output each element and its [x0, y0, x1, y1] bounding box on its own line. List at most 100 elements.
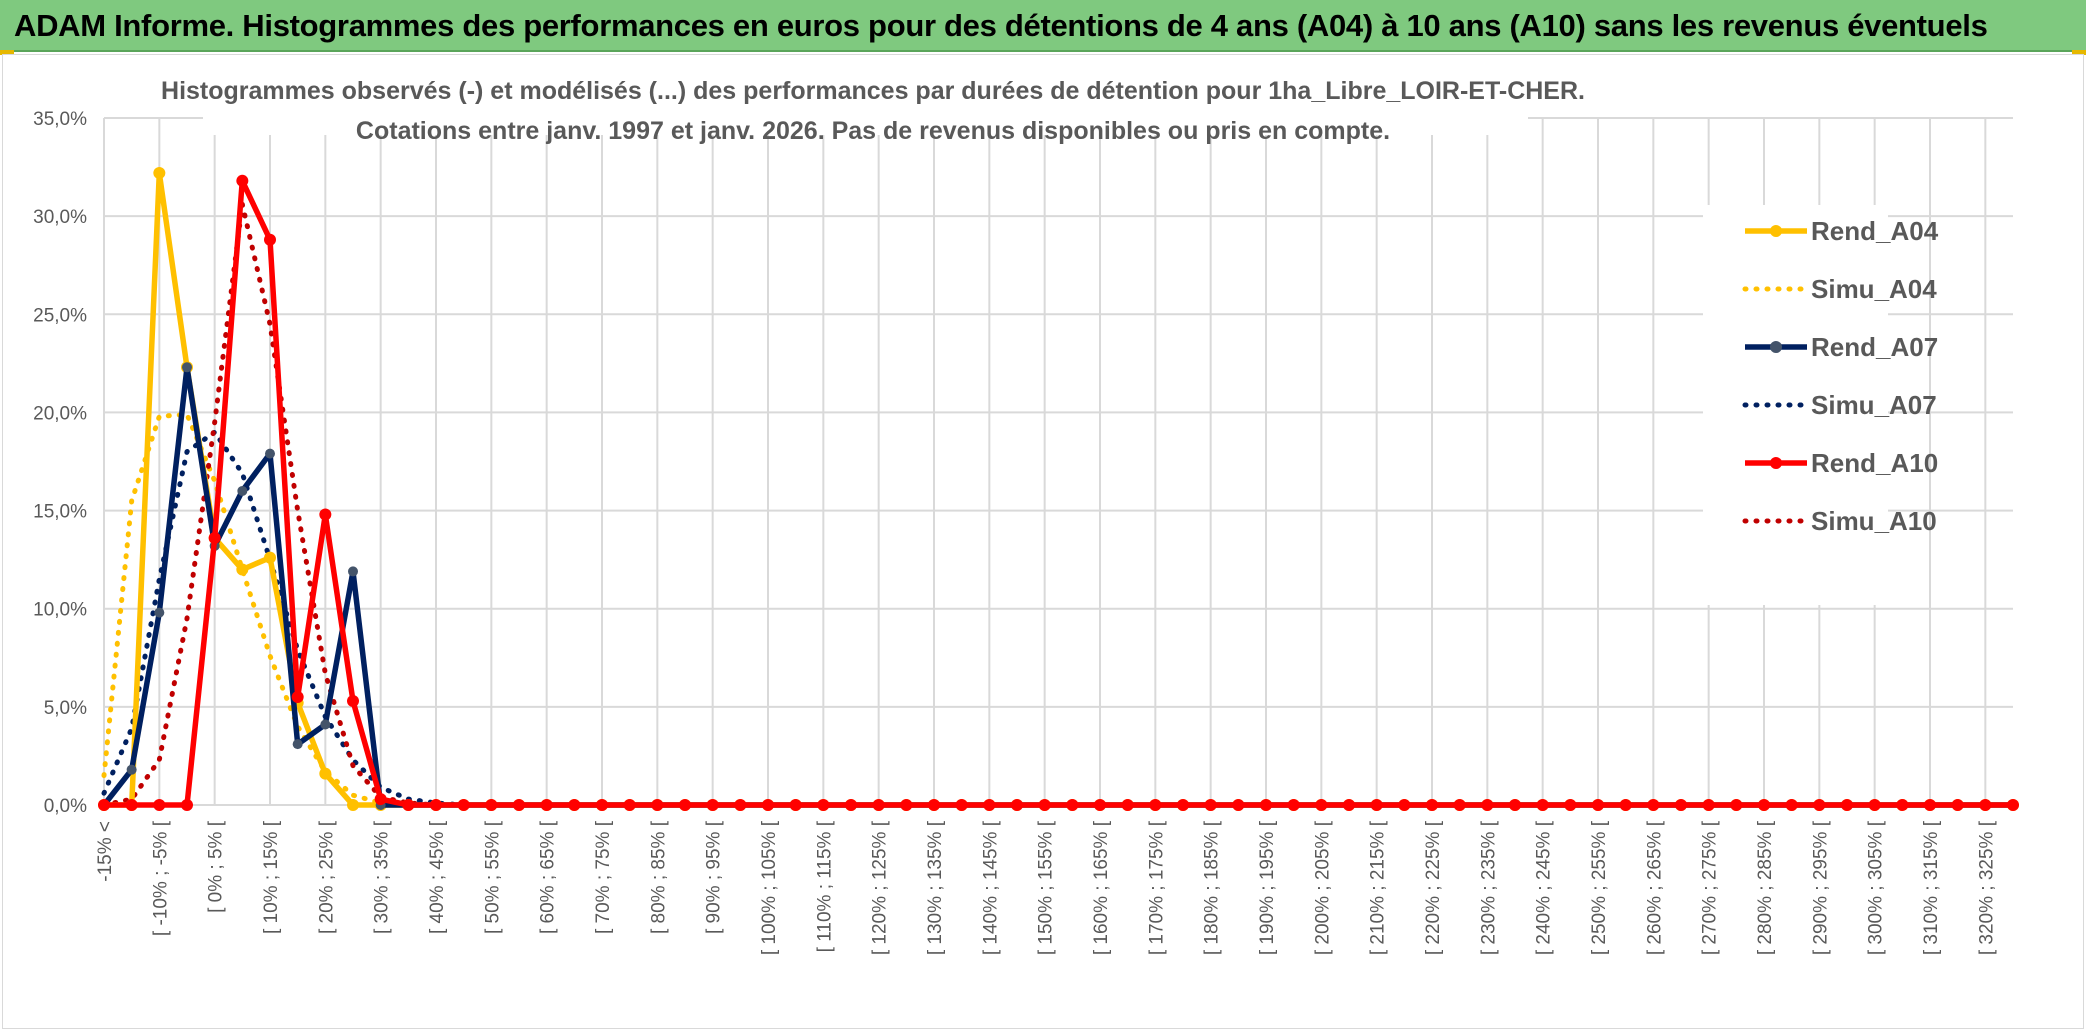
data-point-rend_a10 [1232, 799, 1245, 811]
data-point-rend_a10 [1896, 799, 1909, 811]
data-point-rend_a10 [872, 799, 885, 811]
data-point-rend_a10 [98, 799, 110, 811]
data-point-rend_a10 [402, 799, 415, 811]
data-point-rend_a10 [1868, 799, 1881, 811]
data-point-rend_a10 [623, 799, 636, 811]
y-tick-label: 0,0% [44, 796, 87, 817]
x-tick-label: [ 180% ; 185% [ [1202, 820, 1223, 955]
data-point-rend_a10 [1121, 799, 1134, 811]
data-point-rend_a10 [1011, 799, 1023, 811]
x-tick-label: [ 130% ; 135% [ [925, 820, 946, 955]
x-tick-label: [ 120% ; 125% [ [870, 820, 891, 955]
data-point-rend_a10 [181, 799, 193, 811]
data-point-rend_a07 [320, 719, 331, 730]
y-tick-label: 5,0% [44, 698, 87, 719]
data-point-rend_a10 [1149, 799, 1162, 811]
x-tick-label: [ 210% ; 215% [ [1368, 820, 1389, 955]
left-corner-accent [0, 50, 14, 55]
data-point-rend_a10 [1066, 799, 1079, 811]
y-tick-label: 20,0% [33, 403, 87, 424]
x-tick-label: [ 160% ; 165% [ [1091, 820, 1112, 955]
data-point-rend_a10 [2007, 799, 2019, 811]
data-point-rend_a10 [1260, 799, 1272, 811]
data-point-rend_a10 [1564, 799, 1577, 811]
chart-title: Histogrammes observés (-) et modélisés (… [161, 77, 1585, 105]
data-point-rend_a10 [1951, 799, 1964, 811]
data-point-rend_a10 [1675, 799, 1687, 811]
data-point-rend_a10 [596, 799, 608, 811]
data-point-rend_a10 [651, 799, 664, 811]
data-point-rend_a04 [236, 563, 249, 576]
data-point-rend_a10 [1813, 799, 1826, 811]
data-point-rend_a07 [265, 448, 275, 459]
x-tick-label: [ 30% ; 35% [ [372, 820, 393, 934]
data-point-rend_a10 [347, 694, 359, 707]
chart-subtitle: Cotations entre janv. 1997 et janv. 2026… [356, 117, 1390, 145]
x-tick-label: [ 140% ; 145% [ [980, 820, 1001, 955]
data-point-rend_a07 [292, 739, 303, 750]
data-point-rend_a10 [1841, 799, 1853, 811]
x-tick-label: [ 270% ; 275% [ [1700, 820, 1721, 955]
x-tick-label: [ 50% ; 55% [ [482, 820, 503, 934]
series-lines [98, 166, 2019, 811]
data-point-rend_a10 [430, 799, 442, 811]
data-point-rend_a10 [1038, 799, 1051, 811]
data-point-rend_a07 [348, 566, 358, 577]
x-tick-label: [ 310% ; 315% [ [1921, 820, 1942, 955]
data-point-rend_a10 [845, 799, 857, 811]
x-tick-label: [ 250% ; 255% [ [1589, 820, 1610, 955]
legend-label-simu_a07: Simu_A07 [1811, 390, 1937, 420]
data-point-rend_a10 [1647, 799, 1660, 811]
x-tick-label: [ 200% ; 205% [ [1312, 820, 1333, 955]
chart-area: 0,0% 5,0% 10,0% 15,0% 20,0% 25,0% 30,0% 35,0% -… [2, 54, 2084, 1029]
x-tick-label: [ 230% ; 235% [ [1478, 820, 1499, 955]
data-point-rend_a10 [706, 799, 719, 811]
data-point-rend_a10 [153, 799, 166, 811]
x-tick-label: [ 260% ; 265% [ [1644, 820, 1665, 955]
data-point-rend_a10 [457, 799, 470, 811]
legend-label-rend_a10: Rend_A10 [1811, 448, 1938, 478]
data-point-rend_a10 [1509, 799, 1521, 811]
data-point-rend_a10 [1979, 799, 1992, 811]
x-tick-label: [ 20% ; 25% [ [316, 820, 337, 934]
data-point-rend_a07 [126, 764, 137, 775]
x-tick-label: [ 290% ; 295% [ [1810, 820, 1831, 955]
data-point-rend_a10 [540, 799, 553, 811]
data-point-rend_a10 [1924, 799, 1936, 811]
x-tick-label: [ 0% ; 5% [ [206, 820, 227, 913]
data-point-rend_a10 [789, 799, 802, 811]
x-tick-label: [ 220% ; 225% [ [1423, 820, 1444, 955]
page-title: ADAM Informe. Histogrammes des performan… [14, 8, 1988, 43]
data-point-rend_a10 [1453, 799, 1466, 811]
data-point-rend_a10 [1287, 799, 1300, 811]
right-corner-accent [2072, 50, 2086, 55]
data-point-rend_a04 [347, 799, 359, 811]
legend-label-simu_a04: Simu_A04 [1811, 274, 1937, 304]
data-point-rend_a10 [1619, 799, 1632, 811]
legend-backdrop [1703, 205, 1888, 605]
data-point-rend_a10 [264, 233, 276, 246]
y-tick-label: 30,0% [33, 207, 87, 228]
data-point-rend_a10 [817, 799, 830, 811]
x-tick-label: [ 40% ; 45% [ [427, 820, 448, 934]
data-point-rend_a10 [1730, 799, 1743, 811]
data-point-rend_a10 [1785, 799, 1798, 811]
data-point-rend_a10 [1481, 799, 1494, 811]
y-tick-label: 25,0% [33, 305, 87, 326]
x-tick-label: [ 190% ; 195% [ [1257, 820, 1278, 955]
x-tick-label: [ 80% ; 85% [ [648, 820, 669, 934]
data-point-rend_a10 [679, 799, 691, 811]
x-tick-label: [ -10% ; -5% [ [150, 820, 171, 936]
x-tick-label: [ 320% ; 325% [ [1976, 820, 1997, 955]
x-tick-label: [ 280% ; 285% [ [1755, 820, 1776, 955]
data-point-rend_a10 [1702, 799, 1715, 811]
data-point-rend_a10 [513, 799, 525, 811]
legend-label-simu_a10: Simu_A10 [1811, 506, 1937, 536]
data-point-rend_a10 [1343, 799, 1355, 811]
data-point-rend_a10 [928, 799, 940, 811]
x-tick-label: [ 110% ; 115% [ [814, 820, 835, 952]
data-point-rend_a10 [291, 691, 304, 704]
data-point-rend_a10 [762, 799, 774, 811]
data-point-rend_a10 [236, 174, 249, 187]
x-tick-label: [ 240% ; 245% [ [1534, 820, 1555, 955]
